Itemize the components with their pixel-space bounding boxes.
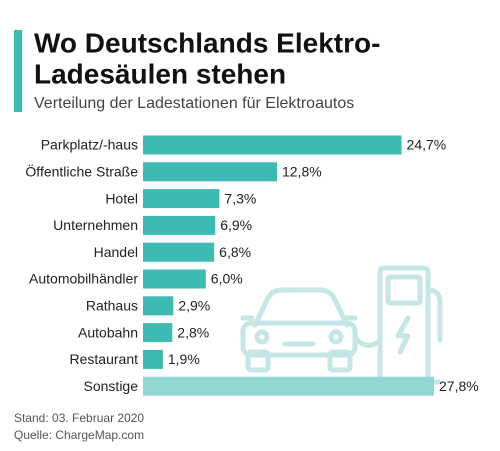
value-label: 7,3%: [224, 190, 256, 206]
category-label: Öffentliche Straße: [25, 163, 138, 180]
bar: [143, 215, 216, 235]
value-label: 2,9%: [178, 298, 210, 314]
bar: [143, 162, 277, 182]
value-label: 24,7%: [407, 137, 447, 153]
bar: [143, 242, 215, 262]
value-label: 27,8%: [439, 378, 479, 394]
chart-title: Wo Deutschlands Elektro-: [34, 27, 380, 58]
category-label: Unternehmen: [53, 217, 138, 233]
value-label: 6,8%: [219, 244, 251, 260]
bar: [143, 296, 174, 316]
category-label: Hotel: [105, 190, 138, 206]
category-label: Restaurant: [70, 351, 139, 367]
bar: [143, 269, 206, 289]
category-label: Sonstige: [84, 378, 139, 394]
bar: [143, 376, 434, 396]
title-accent: [14, 30, 22, 112]
chart-title: Ladesäulen stehen: [34, 58, 286, 89]
note: Quelle: ChargeMap.com: [14, 428, 144, 442]
category-label: Parkplatz/-haus: [41, 137, 138, 153]
category-label: Autobahn: [78, 324, 138, 340]
value-label: 6,0%: [211, 271, 243, 287]
bar: [143, 189, 220, 209]
value-label: 1,9%: [168, 351, 200, 367]
value-label: 12,8%: [282, 164, 322, 180]
category-label: Rathaus: [86, 298, 138, 314]
note: Stand: 03. Februar 2020: [14, 411, 144, 425]
value-label: 2,8%: [177, 324, 209, 340]
bar: [143, 135, 402, 155]
bar: [143, 323, 173, 343]
bar: [143, 349, 163, 369]
value-label: 6,9%: [220, 217, 252, 233]
category-label: Handel: [94, 244, 138, 260]
category-label: Automobilhändler: [29, 271, 138, 287]
chart-subtitle: Verteilung der Ladestationen für Elektro…: [34, 95, 354, 112]
